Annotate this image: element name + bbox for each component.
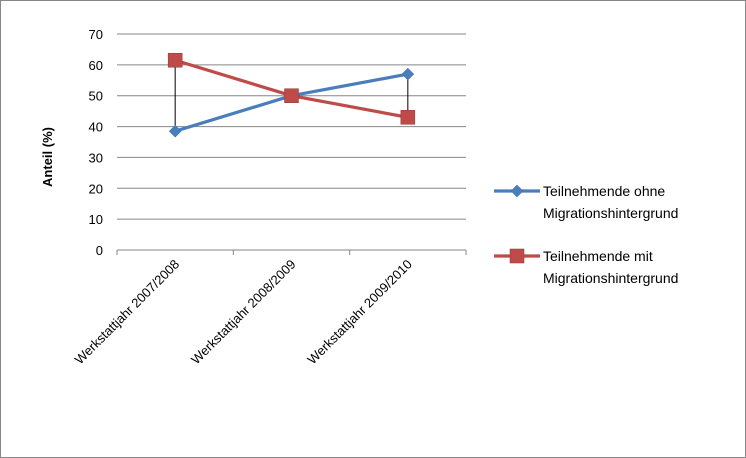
legend-label: Teilnehmende ohne <box>543 183 665 199</box>
category-label: Werkstattjahr 2008/2009 <box>188 257 299 368</box>
legend-marker <box>510 184 524 198</box>
data-point-marker <box>168 124 182 138</box>
legend-entry: Teilnehmende ohne Migrationshintergrund <box>494 183 678 221</box>
legend: Teilnehmende ohneMigrationshintergrundTe… <box>494 183 678 286</box>
series-layer <box>167 52 416 138</box>
y-tick-label: 40 <box>89 120 103 135</box>
y-tick-label: 50 <box>89 89 103 104</box>
y-tick-label: 60 <box>89 58 103 73</box>
legend-label: Migrationshintergrund <box>543 270 678 286</box>
y-tick-labels: 0 10 20 30 40 50 60 70 <box>89 27 103 258</box>
y-tick-label: 20 <box>89 181 103 196</box>
category-label: Werkstattjahr 2009/2010 <box>304 257 415 368</box>
y-tick-label: 70 <box>89 27 103 42</box>
category-label: Werkstattjahr 2007/2008 <box>72 257 183 368</box>
legend-entry: Teilnehmende mit Migrationshintergrund <box>494 248 678 286</box>
x-ticks <box>116 250 467 255</box>
series-2 <box>167 52 416 125</box>
data-point-marker <box>284 88 299 103</box>
y-axis-label: Anteil (%) <box>40 127 55 187</box>
category-labels: Werkstattjahr 2007/2008 Werkstattjahr 200… <box>72 257 415 368</box>
legend-marker <box>509 248 525 264</box>
legend-label: Migrationshintergrund <box>543 205 678 221</box>
data-point-marker <box>401 67 415 81</box>
data-point-marker <box>400 110 416 125</box>
data-point-marker <box>167 52 183 68</box>
legend-label: Teilnehmende mit <box>543 248 653 264</box>
y-tick-label: 30 <box>89 150 103 165</box>
y-tick-label: 0 <box>96 243 103 258</box>
y-tick-label: 10 <box>89 212 103 227</box>
